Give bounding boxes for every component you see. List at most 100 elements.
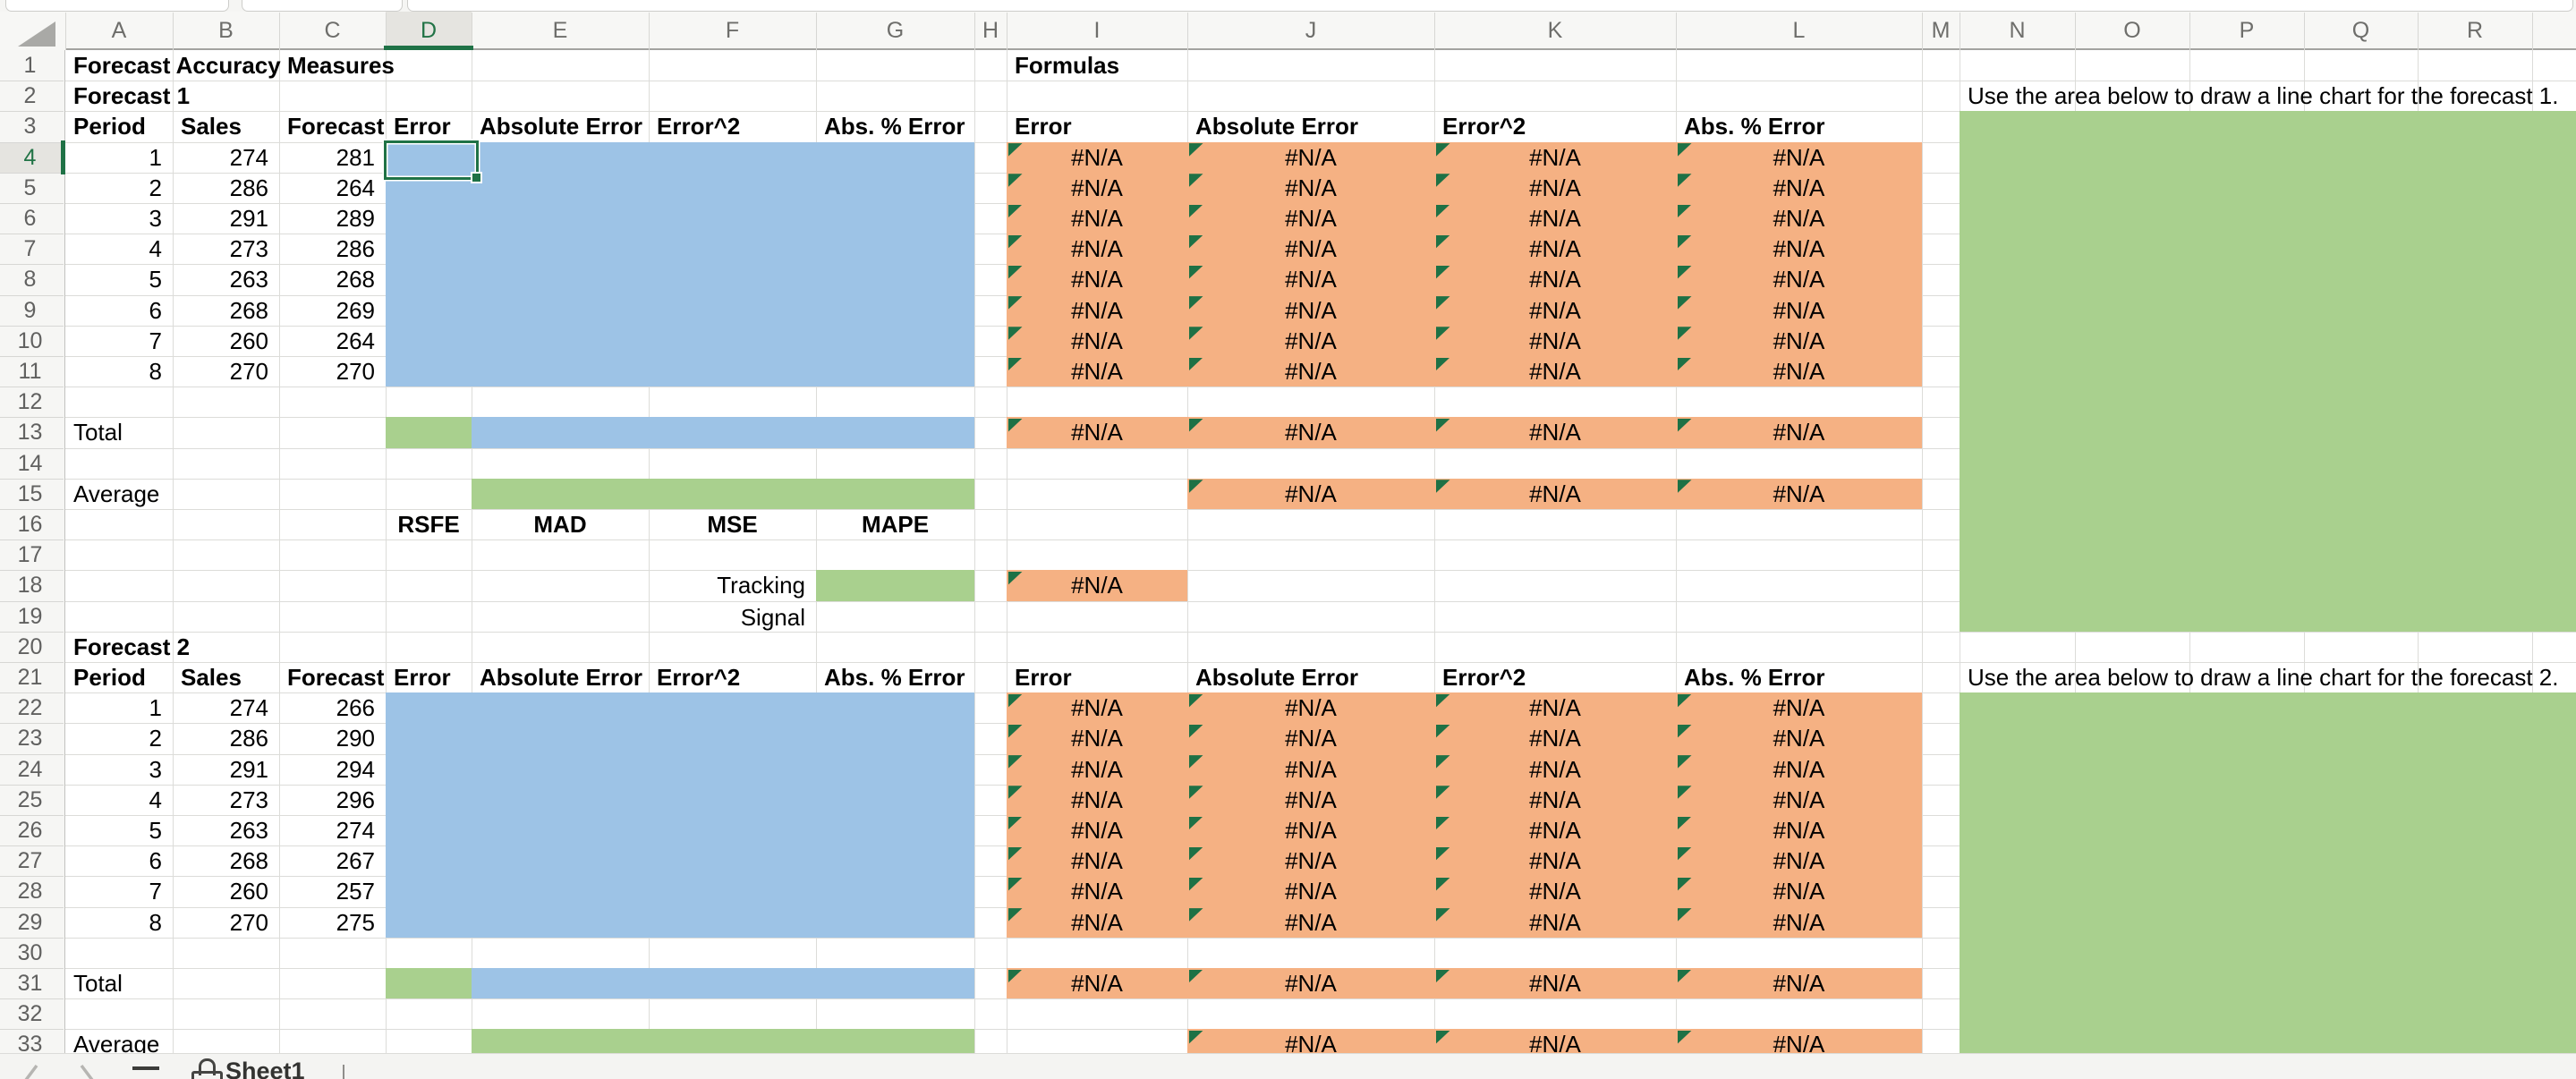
cell-A26[interactable]: 5 [149, 817, 162, 844]
cell-L22[interactable]: #N/A [1773, 694, 1825, 722]
cell-I31[interactable]: #N/A [1071, 970, 1123, 997]
fill-E15-G15[interactable] [472, 478, 974, 509]
cell-K5[interactable]: #N/A [1529, 174, 1581, 201]
cell-J3[interactable]: Absolute Error [1195, 113, 1359, 140]
cell-J15[interactable]: #N/A [1285, 480, 1337, 507]
cell-I24[interactable]: #N/A [1071, 755, 1123, 783]
fill-I13-L13[interactable] [1007, 417, 1922, 448]
cell-K25[interactable]: #N/A [1529, 786, 1581, 813]
cell-K3[interactable]: Error^2 [1442, 113, 1526, 140]
row-header-10[interactable]: 10 [17, 327, 43, 353]
fill-E31-G31[interactable] [472, 968, 974, 999]
formula-bar-input[interactable] [407, 0, 2573, 12]
cell-L7[interactable]: #N/A [1773, 235, 1825, 263]
cell-L10[interactable]: #N/A [1773, 327, 1825, 354]
cell-B29[interactable]: 270 [229, 908, 268, 936]
row-header-30[interactable]: 30 [17, 939, 43, 965]
fill-N3-R19[interactable] [1960, 111, 2576, 632]
row-header-9[interactable]: 9 [23, 297, 37, 323]
column-header-selected-bg[interactable] [386, 12, 472, 48]
cell-B10[interactable]: 260 [229, 327, 268, 354]
cell-K28[interactable]: #N/A [1529, 878, 1581, 905]
cell-L6[interactable]: #N/A [1773, 205, 1825, 232]
cell-I25[interactable]: #N/A [1071, 786, 1123, 813]
col-header-I[interactable]: I [1093, 18, 1101, 43]
cell-D16[interactable]: RSFE [397, 511, 460, 538]
cell-K23[interactable]: #N/A [1529, 725, 1581, 752]
fill-I31-L31[interactable] [1007, 968, 1922, 999]
row-header-20[interactable]: 20 [17, 633, 43, 659]
cell-A25[interactable]: 4 [149, 786, 162, 813]
cell-A3[interactable]: Period [73, 113, 146, 140]
cell-A8[interactable]: 5 [149, 266, 162, 293]
cell-K4[interactable]: #N/A [1529, 143, 1581, 171]
cell-N2[interactable]: Use the area below to draw a line chart … [1968, 82, 2559, 110]
row-header-18[interactable]: 18 [17, 573, 43, 599]
col-header-C[interactable]: C [324, 18, 341, 43]
cell-I11[interactable]: #N/A [1071, 358, 1123, 385]
cell-C29[interactable]: 275 [336, 908, 375, 936]
cell-K22[interactable]: #N/A [1529, 694, 1581, 722]
cell-A15[interactable]: Average [73, 480, 160, 507]
cell-A11[interactable]: 8 [149, 358, 162, 385]
col-header-G[interactable]: G [886, 18, 905, 43]
cell-K31[interactable]: #N/A [1529, 970, 1581, 997]
cell-J24[interactable]: #N/A [1285, 755, 1337, 783]
cell-F3[interactable]: Error^2 [657, 113, 741, 140]
cell-B5[interactable]: 286 [229, 174, 268, 201]
fill-I22-L29[interactable] [1007, 692, 1922, 938]
cell-J25[interactable]: #N/A [1285, 786, 1337, 813]
cell-B24[interactable]: 291 [229, 755, 268, 783]
fill-D22-G29[interactable] [386, 692, 974, 938]
row-header-21[interactable]: 21 [17, 665, 43, 690]
cell-I22[interactable]: #N/A [1071, 694, 1123, 722]
cell-I27[interactable]: #N/A [1071, 847, 1123, 875]
cell-B21[interactable]: Sales [181, 664, 242, 691]
row-header-26[interactable]: 26 [17, 818, 43, 843]
fill-I18-I18[interactable] [1007, 570, 1187, 601]
cell-F16[interactable]: MSE [707, 511, 758, 538]
cell-B23[interactable]: 286 [229, 725, 268, 752]
cell-I29[interactable]: #N/A [1071, 908, 1123, 936]
col-header-R[interactable]: R [2466, 18, 2484, 43]
sheet-tab[interactable]: Sheet1 [225, 1058, 305, 1079]
cell-E16[interactable]: MAD [533, 511, 587, 538]
row-header-7[interactable]: 7 [23, 236, 37, 262]
row-header-28[interactable]: 28 [17, 879, 43, 905]
col-header-D[interactable]: D [420, 18, 438, 43]
cell-C10[interactable]: 264 [336, 327, 375, 354]
cell-K8[interactable]: #N/A [1529, 266, 1581, 293]
cell-L5[interactable]: #N/A [1773, 174, 1825, 201]
cell-I23[interactable]: #N/A [1071, 725, 1123, 752]
fill-D4-G11[interactable] [386, 141, 974, 387]
cell-K29[interactable]: #N/A [1529, 908, 1581, 936]
cell-A4[interactable]: 1 [149, 143, 162, 171]
row-header-15[interactable]: 15 [17, 480, 43, 506]
cell-L11[interactable]: #N/A [1773, 358, 1825, 385]
cell-C22[interactable]: 266 [336, 694, 375, 722]
cell-B7[interactable]: 273 [229, 235, 268, 263]
cell-K26[interactable]: #N/A [1529, 817, 1581, 844]
cell-F18[interactable]: Tracking Signal [717, 572, 805, 631]
cell-A21[interactable]: Period [73, 664, 146, 691]
cell-A29[interactable]: 8 [149, 908, 162, 936]
col-header-E[interactable]: E [552, 18, 568, 43]
row-header-2[interactable]: 2 [23, 83, 37, 109]
fill-J15-L15[interactable] [1187, 478, 1922, 509]
row-header-1[interactable]: 1 [23, 53, 37, 78]
cell-B4[interactable]: 274 [229, 143, 268, 171]
cell-J11[interactable]: #N/A [1285, 358, 1337, 385]
cell-I8[interactable]: #N/A [1071, 266, 1123, 293]
cell-C26[interactable]: 274 [336, 817, 375, 844]
cell-K13[interactable]: #N/A [1529, 419, 1581, 446]
col-header-N[interactable]: N [2009, 18, 2026, 43]
cell-C8[interactable]: 268 [336, 266, 375, 293]
cell-K10[interactable]: #N/A [1529, 327, 1581, 354]
selection-outline[interactable] [384, 140, 482, 183]
cell-J31[interactable]: #N/A [1285, 970, 1337, 997]
row-header-selected-bg[interactable] [0, 141, 64, 173]
col-header-F[interactable]: F [725, 18, 740, 43]
cell-K9[interactable]: #N/A [1529, 296, 1581, 324]
cell-J29[interactable]: #N/A [1285, 908, 1337, 936]
cell-G3[interactable]: Abs. % Error [824, 113, 965, 140]
